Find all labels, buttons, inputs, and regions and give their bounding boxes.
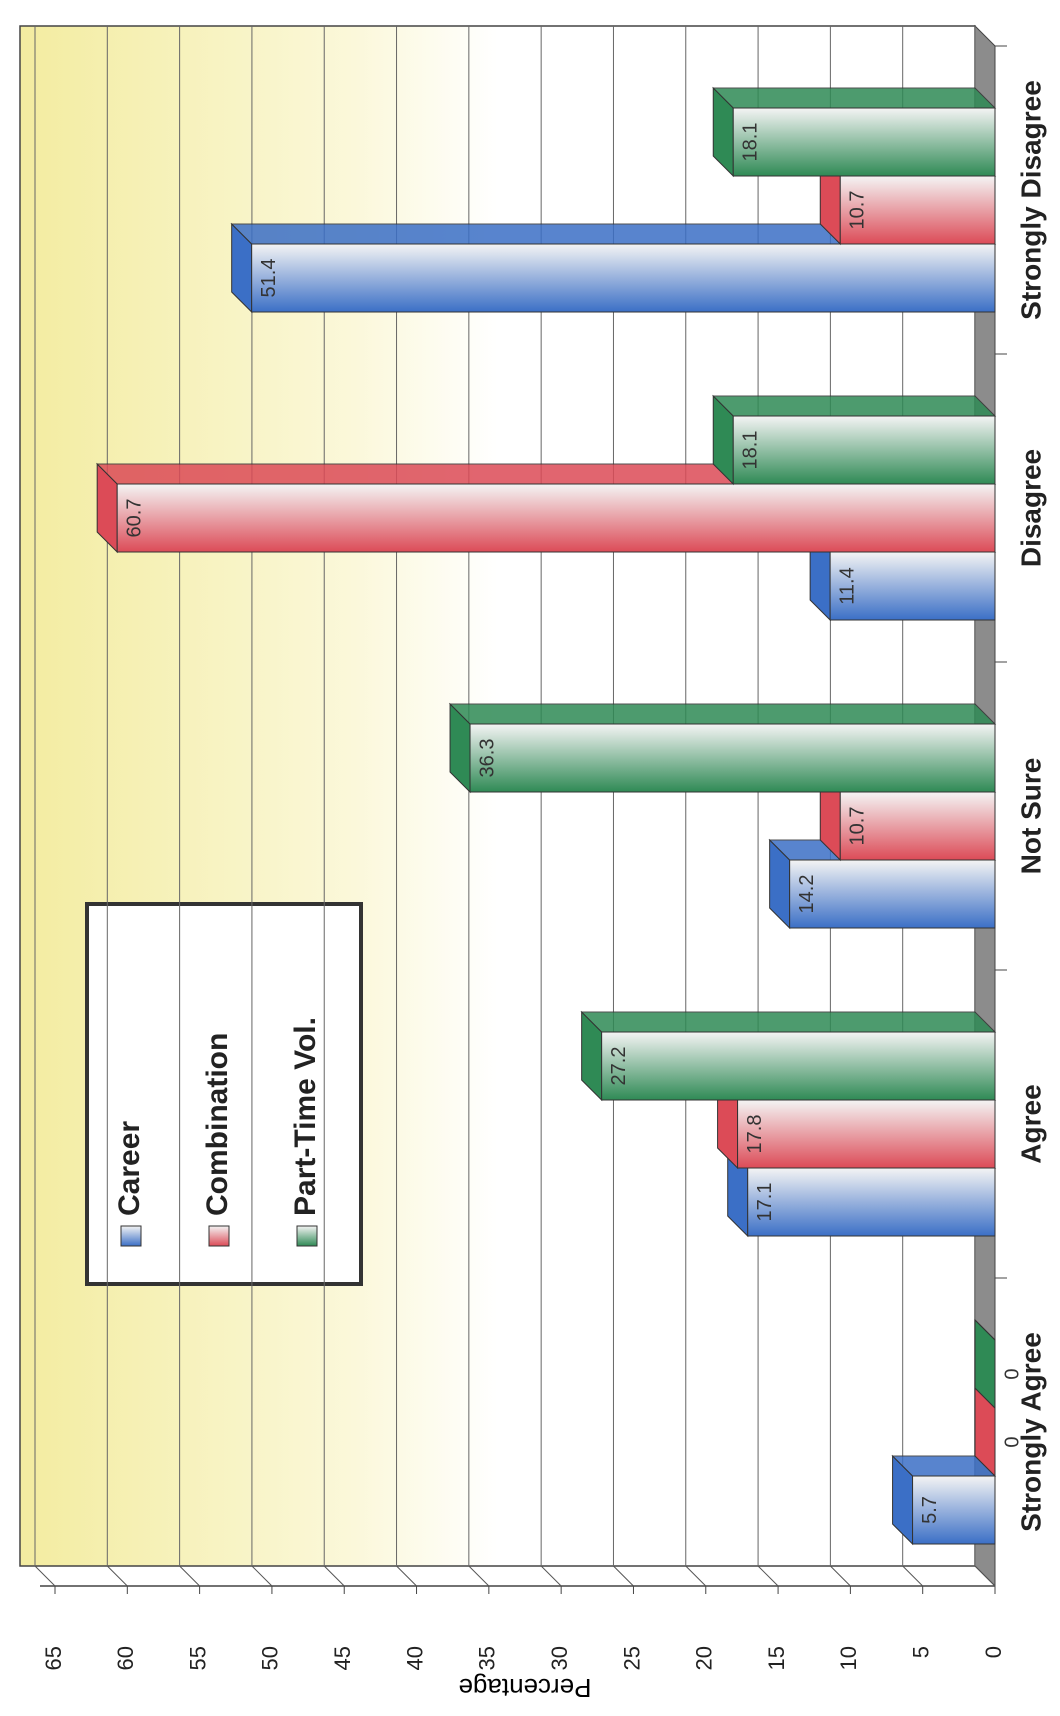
y-tick-label: 0 (981, 1646, 1006, 1658)
data-label: 60.7 (123, 499, 145, 538)
bar (912, 1475, 996, 1545)
data-label: 0 (1001, 1368, 1023, 1379)
grid-line (685, 1565, 707, 1587)
grid-line (613, 1565, 634, 1587)
grid-line (179, 1565, 200, 1587)
y-tick-label: 65 (41, 1646, 66, 1670)
x-tick-label: Agree (1015, 1084, 1046, 1163)
y-tick-label: 10 (836, 1646, 861, 1670)
data-label: 51.4 (258, 259, 280, 298)
x-tick-label: Not Sure (1015, 758, 1046, 875)
legend (85, 902, 363, 1286)
bar (732, 107, 996, 177)
data-label: 14.2 (796, 875, 818, 914)
data-label: 17.1 (754, 1183, 776, 1222)
legend-swatch (296, 1225, 318, 1247)
bar-side (580, 1011, 997, 1033)
data-label: 36.3 (476, 739, 498, 778)
data-label: 27.2 (608, 1047, 630, 1086)
data-label: 10.7 (847, 807, 869, 846)
grid-line (106, 1565, 128, 1587)
data-label: 5.7 (919, 1496, 941, 1524)
y-tick-label: 30 (547, 1646, 572, 1670)
grid-line (468, 1565, 490, 1587)
legend-label: Combination (201, 1033, 234, 1216)
bar (116, 483, 996, 553)
data-label: 17.8 (744, 1115, 766, 1154)
data-label: 11.4 (836, 567, 858, 604)
data-label: 10.7 (847, 191, 869, 230)
legend-swatch (208, 1225, 230, 1247)
grid-line (902, 1565, 924, 1587)
y-tick-label: 15 (764, 1646, 789, 1670)
data-label: 0 (1001, 1436, 1023, 1447)
data-label: 18.1 (740, 431, 762, 470)
y-tick-label: 35 (475, 1646, 500, 1670)
bar (469, 723, 996, 793)
bar-side (974, 1319, 996, 1341)
y-tick-label: 5 (909, 1646, 934, 1658)
bar (737, 1099, 996, 1169)
y-tick-label: 55 (185, 1646, 210, 1670)
x-tick-label: Strongly Disagree (1015, 80, 1046, 320)
y-tick-label: 25 (619, 1646, 644, 1670)
grid-line (757, 1565, 779, 1587)
legend-label: Part-Time Vol. (289, 1017, 322, 1216)
data-label: 18.1 (740, 123, 762, 162)
legend-swatch (120, 1225, 142, 1247)
y-tick-label: 45 (330, 1646, 355, 1670)
bar (789, 859, 996, 929)
bar (251, 243, 996, 313)
grid-line (251, 1565, 273, 1587)
y-tick-label: 40 (402, 1646, 427, 1670)
grid-line (34, 1565, 56, 1587)
y-tick-label: 50 (258, 1646, 283, 1670)
bar-side (712, 87, 997, 109)
x-tick-label: Disagree (1015, 449, 1046, 567)
bar (601, 1031, 996, 1101)
grid-line (974, 1565, 996, 1587)
bar-side (448, 703, 997, 725)
grid-line (540, 1565, 562, 1587)
grid-line (396, 1565, 417, 1587)
x-tick-label: Strongly Agree (1015, 1332, 1046, 1532)
grid-line (830, 1565, 851, 1587)
bar-side (712, 395, 997, 417)
grid-line (323, 1565, 345, 1587)
y-tick-label: 60 (113, 1646, 138, 1670)
y-tick-label: 20 (692, 1646, 717, 1670)
legend-label: Career (113, 1121, 146, 1216)
bar (732, 415, 996, 485)
y-axis-title: Percentage (459, 1673, 592, 1703)
bar (747, 1167, 996, 1237)
